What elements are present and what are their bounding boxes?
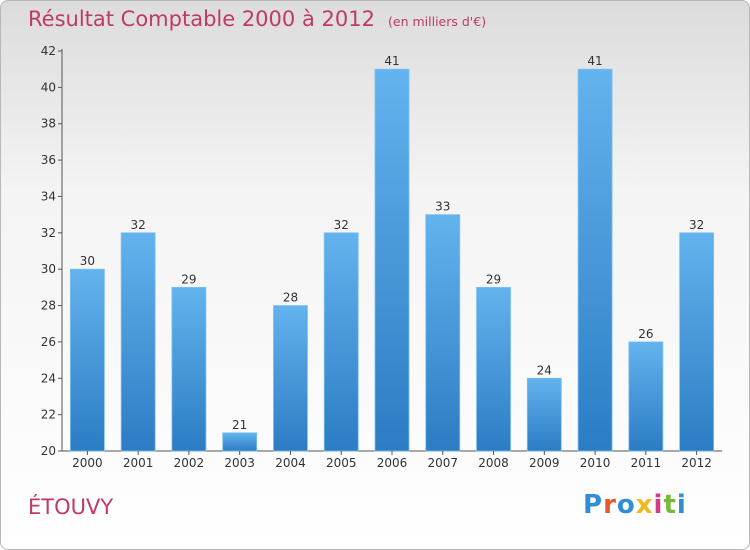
y-tick-label: 34: [41, 189, 56, 203]
x-tick-label: 2001: [123, 456, 154, 470]
bar: [273, 305, 308, 452]
logo-letter: P: [583, 490, 604, 520]
chart-title: Résultat Comptable 2000 à 2012: [28, 7, 375, 31]
y-tick-label: 26: [41, 335, 56, 349]
x-tick-label: 2003: [224, 456, 255, 470]
bar: [120, 232, 156, 452]
x-tick-label: 2002: [174, 456, 205, 470]
y-tick-label: 32: [41, 226, 56, 240]
logo-letter: x: [635, 490, 654, 520]
x-tick-label: 2008: [478, 456, 509, 470]
bar: [374, 68, 410, 452]
data-label: 41: [587, 54, 602, 68]
logo-letter: o: [616, 490, 636, 520]
bar: [628, 341, 664, 452]
logo-letter: r: [603, 490, 617, 520]
bar: [577, 68, 613, 452]
y-tick-label: 38: [41, 117, 56, 131]
data-label: 32: [689, 218, 704, 232]
data-label: 30: [80, 254, 95, 268]
data-label: 29: [181, 272, 196, 286]
data-label: 41: [384, 54, 399, 68]
city-name: ÉTOUVY: [28, 495, 114, 519]
data-label: 26: [638, 327, 653, 341]
data-label: 29: [486, 272, 501, 286]
data-label: 33: [435, 200, 450, 214]
x-tick-label: 2007: [427, 456, 458, 470]
y-tick-label: 36: [41, 153, 56, 167]
y-tick-label: 28: [41, 299, 56, 313]
x-tick-label: 2006: [377, 456, 408, 470]
data-label: 32: [131, 218, 146, 232]
logo-letter: i: [653, 490, 664, 520]
chart-unit: (en milliers d'€): [388, 14, 487, 29]
bar: [425, 214, 461, 452]
y-tick-label: 40: [41, 80, 56, 94]
data-label: 24: [537, 363, 552, 377]
y-tick-label: 22: [41, 408, 56, 422]
x-tick-label: 2009: [529, 456, 560, 470]
x-tick-label: 2000: [72, 456, 103, 470]
x-tick-label: 2010: [580, 456, 611, 470]
data-label: 21: [232, 418, 247, 432]
y-tick-label: 24: [41, 371, 56, 385]
x-tick-label: 2005: [326, 456, 357, 470]
x-tick-label: 2004: [275, 456, 306, 470]
logo-letter: i: [676, 490, 687, 520]
data-label: 28: [283, 291, 298, 305]
bar: [171, 286, 207, 452]
y-tick-label: 20: [41, 444, 56, 458]
bar: [69, 268, 105, 452]
bar: [526, 377, 562, 452]
data-label: 32: [334, 218, 349, 232]
bar: [323, 232, 359, 452]
logo-letter: t: [663, 490, 677, 520]
y-tick-label: 42: [41, 44, 56, 58]
x-tick-label: 2011: [631, 456, 662, 470]
bar: [679, 232, 715, 452]
y-tick-label: 30: [41, 262, 56, 276]
x-tick-label: 2012: [681, 456, 712, 470]
bar: [222, 432, 258, 452]
bar: [476, 286, 511, 452]
proxiti-logo: Proxiti: [583, 490, 687, 520]
chart-title-block: Résultat Comptable 2000 à 2012 (en milli…: [28, 7, 486, 31]
